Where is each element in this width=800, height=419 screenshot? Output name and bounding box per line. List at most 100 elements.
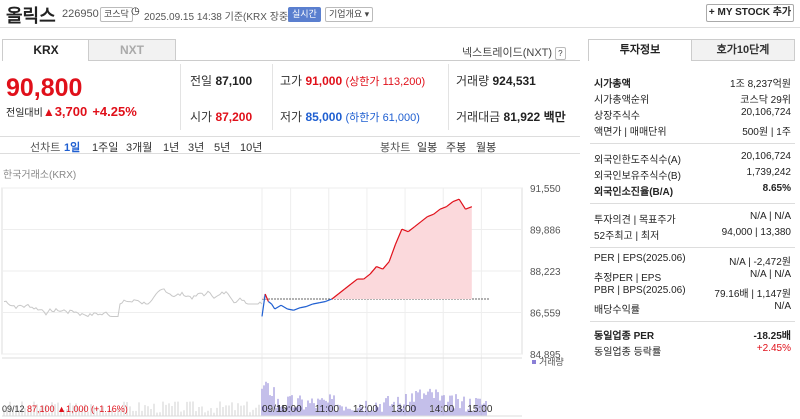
market-badge: 코스닥 [100, 7, 133, 22]
x-tick-label: 13:00 [391, 404, 416, 415]
foreign-limit-value: 20,106,724 [740, 151, 791, 162]
clock-icon: ◷ [131, 6, 140, 17]
prev-close-label: 전일 [190, 74, 213, 88]
stock-name: 올릭스 [6, 6, 56, 26]
opinion-value: N/A | N/A [750, 211, 791, 222]
price-change: 전일대비▲3,700 +4.25% [6, 104, 137, 119]
shares-value: 20,106,724 [740, 107, 791, 118]
low-price: 저가 85,000 (하한가 61,000) [280, 108, 420, 125]
candle-chart-label: 봉차트 [380, 142, 411, 154]
period-5y[interactable]: 5년 [214, 142, 231, 154]
foreign-limit-label: 외국인한도주식수(A) [594, 155, 681, 166]
low-label: 저가 [280, 110, 303, 124]
nextrade-label: 넥스트레이드(NXT) [462, 47, 553, 59]
up-arrow-icon: ▲ [42, 105, 55, 119]
price-line-segment [306, 303, 314, 308]
est-per-value: N/A | N/A [750, 269, 791, 280]
sector-change-value: +2.45% [756, 343, 791, 354]
price-line-segment [465, 206, 473, 210]
dividend-label: 배당수익률 [594, 305, 640, 316]
par-value-row: 액면가 | 매매단위 500원 | 1주 [594, 123, 791, 138]
rank-value: 코스닥 29위 [740, 95, 791, 106]
per-label: PER | EPS(2025.06) [594, 253, 686, 264]
sector-per-row[interactable]: 동일업종 PER -18.25배 [594, 327, 791, 342]
price-line-segment [363, 273, 371, 280]
foreign-limit-row: 외국인한도주식수(A) 20,106,724 [594, 151, 791, 166]
y-tick-label: 89,886 [530, 226, 561, 237]
lower-limit: (하한가 61,000) [345, 112, 420, 124]
prev-close-value: 87,100 [215, 74, 253, 88]
realtime-badge[interactable]: 실시간 [288, 7, 321, 22]
price-line-segment [401, 228, 409, 233]
y-tick-label: 86,559 [530, 309, 561, 320]
x-tick-label: 15:00 [467, 404, 492, 415]
x-tick-label: 12:00 [353, 404, 378, 415]
current-price: 90,800 [6, 74, 83, 102]
price-line-segment [439, 206, 447, 210]
foreign-ratio-label: 외국인소진율(B/A) [594, 187, 674, 198]
period-bar: 선차트 1일 1주일 3개월 1년 3년 5년 10년 봉차트 일봉 주봉 월봉 [0, 136, 580, 154]
foreign-hold-value: 1,739,242 [746, 167, 792, 178]
market-cap-value: 1조 8,237억원 [730, 79, 791, 90]
volume-label: 거래량 [456, 74, 490, 88]
add-my-stock-button[interactable]: + MY STOCK 추가 [706, 4, 794, 22]
market-cap-row: 시가총액 1조 8,237억원 [594, 75, 791, 90]
candle-daily[interactable]: 일봉 [417, 142, 438, 154]
y-tick-label: 88,223 [530, 267, 561, 278]
foreign-hold-row: 외국인보유주식수(B) 1,739,242 [594, 167, 792, 182]
change-percent: +4.25% [92, 104, 137, 119]
period-3y[interactable]: 3년 [188, 142, 205, 154]
price-line-segment [382, 261, 390, 270]
tab-orderbook[interactable]: 호가10단계 [691, 39, 795, 61]
candle-monthly[interactable]: 월봉 [476, 142, 497, 154]
company-overview-dropdown[interactable]: 기업개요 ▾ [325, 7, 374, 22]
shares-row: 상장주식수 20,106,724 [594, 107, 791, 122]
tab-krx[interactable]: KRX [2, 39, 90, 61]
period-1w[interactable]: 1주일 [92, 142, 119, 154]
est-per-label: 추정PER | EPS [594, 273, 662, 284]
period-1d[interactable]: 1일 [64, 142, 81, 154]
candle-weekly[interactable]: 주봉 [446, 142, 467, 154]
change-label: 전일대비 [6, 108, 43, 119]
price-line-segment [280, 304, 288, 310]
high-label: 고가 [280, 74, 303, 88]
period-10y[interactable]: 10년 [240, 142, 263, 154]
company-overview-label: 기업개요 [329, 9, 363, 19]
price-line-segment [287, 308, 294, 311]
up-area-fill [262, 199, 472, 299]
stock-code: 226950 [62, 8, 99, 20]
period-1y[interactable]: 1년 [163, 142, 180, 154]
stock-header: 올릭스 226950 코스닥 ◷ 2025.09.15 14:38 기준(KRX… [0, 0, 800, 28]
investment-info-panel: 투자정보 호가10단계 시가총액 1조 8,237억원 시가총액순위 코스닥 29위… [588, 39, 795, 419]
foreign-ratio-row: 외국인소진율(B/A) 8.65% [594, 183, 791, 198]
trade-amount: 거래대금 81,922 백만 [456, 108, 566, 125]
tab-nxt[interactable]: NXT [88, 39, 176, 61]
shares-label: 상장주식수 [594, 111, 640, 122]
y-tick-label: 84,895 [530, 350, 561, 361]
price-line-segment [414, 221, 422, 228]
volume-legend-label: 거래량 [539, 356, 564, 367]
chart-source-label: 한국거래소(KRX) [3, 170, 77, 181]
price-line-segment [267, 301, 272, 305]
amount-value: 81,922 [503, 110, 541, 124]
price-line-segment [369, 266, 377, 275]
price-line-segment [420, 216, 428, 223]
price-line-segment [433, 208, 441, 215]
upper-limit: (상한가 113,200) [345, 76, 426, 88]
price-line-segment [388, 243, 397, 262]
nextrade-link[interactable]: 넥스트레이드(NXT) ? [462, 44, 566, 60]
help-icon[interactable]: ? [555, 47, 566, 60]
amount-unit: 백만 [543, 110, 566, 124]
opinion-label: 투자의견 | 목표주가 [594, 215, 676, 226]
price-line-segment [452, 198, 460, 203]
dividend-row: 배당수익률 N/A [594, 301, 791, 316]
period-3m[interactable]: 3개월 [126, 142, 153, 154]
change-amount: 3,700 [54, 104, 88, 119]
price-line-segment [407, 226, 415, 233]
tab-investment-info[interactable]: 투자정보 [588, 39, 692, 61]
price-line-segment [446, 201, 454, 208]
price-line-segment [376, 266, 384, 270]
chevron-down-icon: ▾ [364, 9, 370, 19]
sector-change-row[interactable]: 동일업종 등락률 +2.45% [594, 343, 791, 358]
